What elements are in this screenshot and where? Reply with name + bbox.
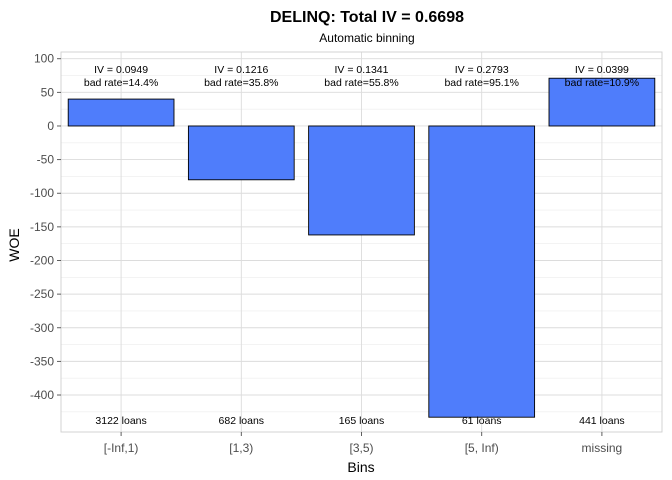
iv-label: IV = 0.0399 [575, 64, 629, 76]
y-tick-label: -350 [30, 354, 54, 368]
bad-rate-label: bad rate=10.9% [565, 77, 639, 89]
y-tick-label: -150 [30, 220, 54, 234]
y-tick-label: -100 [30, 186, 54, 200]
iv-label: IV = 0.1341 [334, 64, 388, 76]
y-axis-ticks: 100 50 0 -50 -100 -150 -200 -250 -300 -350 -400 [30, 52, 61, 402]
loan-count-label: 3122 loans [95, 415, 146, 427]
bar-2 [308, 125, 415, 236]
y-tick-label: 0 [47, 119, 54, 133]
bar-0 [67, 98, 175, 127]
loan-count-label: 441 loans [579, 415, 625, 427]
y-axis-title: WOE [6, 228, 22, 261]
x-tick-label: [5, Inf) [465, 441, 499, 455]
y-tick-label: -400 [30, 388, 54, 402]
bar-4 [548, 77, 656, 127]
y-tick-label: 50 [41, 85, 55, 99]
iv-label: IV = 0.2793 [455, 64, 509, 76]
y-tick-label: -50 [37, 153, 55, 167]
loan-count-label: 682 loans [219, 415, 265, 427]
iv-label: IV = 0.0949 [94, 64, 148, 76]
x-tick-label: missing [582, 441, 623, 455]
chart-title: DELINQ: Total IV = 0.6698 [270, 9, 464, 26]
y-tick-label: -200 [30, 253, 54, 267]
plot-bars [67, 77, 656, 418]
loan-count-label: 165 loans [339, 415, 385, 427]
bad-rate-label: bad rate=55.8% [324, 77, 398, 89]
bad-rate-label: bad rate=95.1% [444, 77, 518, 89]
x-axis-ticks: [-Inf,1) [1,3) [3,5) [5, Inf) missing [104, 432, 622, 455]
bad-rate-label: bad rate=14.4% [84, 77, 158, 89]
y-tick-label: 100 [34, 52, 54, 66]
x-axis-title: Bins [347, 459, 374, 475]
y-tick-label: -250 [30, 287, 54, 301]
loan-count-label: 61 loans [462, 415, 502, 427]
x-tick-label: [1,3) [229, 441, 253, 455]
y-tick-label: -300 [30, 321, 54, 335]
x-tick-label: [3,5) [349, 441, 373, 455]
x-tick-label: [-Inf,1) [104, 441, 139, 455]
plot-annotations: IV = 0.0949 IV = 0.1216 IV = 0.1341 IV = 0.… [84, 64, 639, 427]
bar-3 [428, 125, 536, 418]
iv-label: IV = 0.1216 [214, 64, 268, 76]
bar-1 [187, 125, 295, 181]
chart-subtitle: Automatic binning [319, 31, 414, 45]
bad-rate-label: bad rate=35.8% [204, 77, 278, 89]
